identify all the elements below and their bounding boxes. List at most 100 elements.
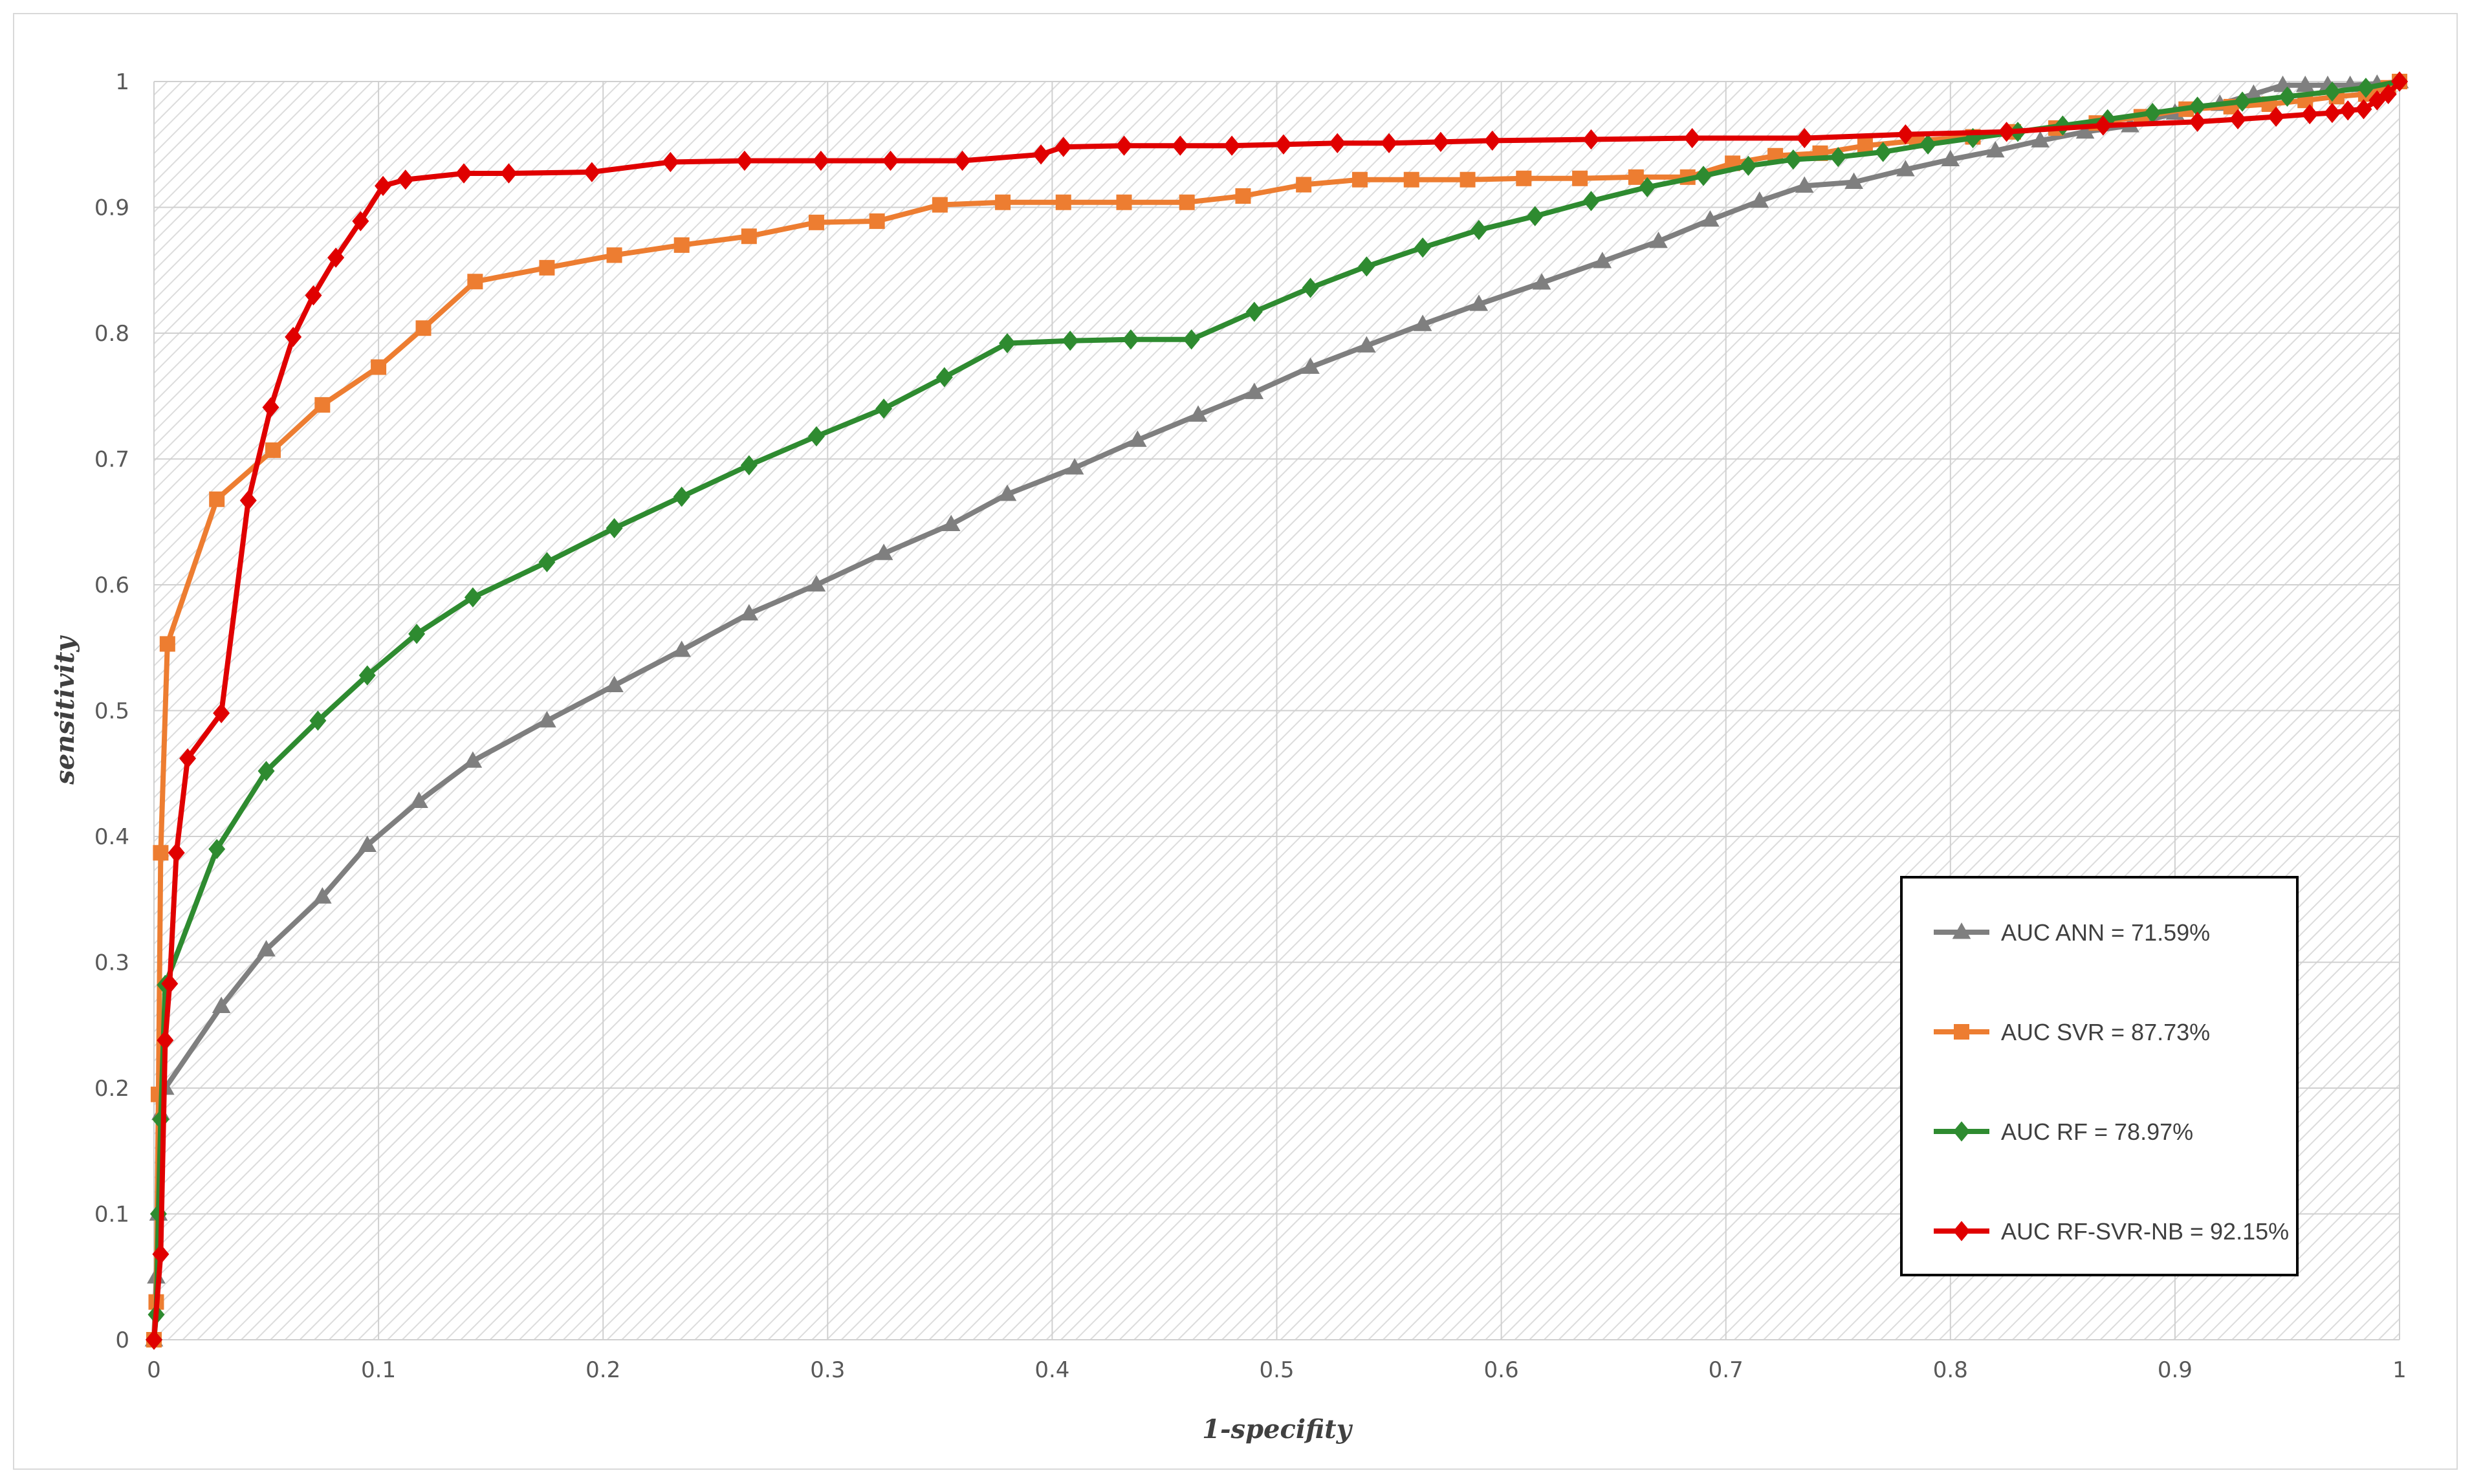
- data-point: [875, 398, 893, 419]
- x-tick-label: 0.1: [361, 1357, 396, 1383]
- data-point: [1062, 331, 1079, 351]
- data-point: [998, 333, 1016, 354]
- data-point: [1055, 136, 1072, 157]
- data-point: [1116, 194, 1132, 210]
- data-point: [371, 359, 387, 375]
- data-point: [2391, 71, 2408, 92]
- x-tick-label: 0.4: [1034, 1357, 1069, 1383]
- data-point: [2189, 111, 2206, 132]
- data-point: [1740, 155, 1757, 176]
- data-point: [146, 1329, 162, 1350]
- data-point: [606, 518, 623, 539]
- data-point: [1874, 142, 1892, 162]
- data-point: [358, 665, 376, 686]
- data-point: [149, 1203, 167, 1225]
- data-point: [463, 751, 483, 768]
- data-point: [2379, 83, 2397, 105]
- data-point: [606, 247, 622, 263]
- x-tick-label: 0.7: [1709, 1357, 1744, 1383]
- y-tick-label: 0: [115, 1327, 129, 1353]
- legend-label: AUC RF-SVR-NB = 92.15%: [2001, 1218, 2289, 1245]
- x-tick-label: 0.5: [1259, 1357, 1294, 1383]
- data-point: [153, 845, 169, 861]
- data-point: [1896, 160, 1915, 177]
- data-point: [1582, 129, 1600, 150]
- data-point: [213, 703, 230, 723]
- series-layer: [144, 71, 2409, 1350]
- data-point: [1301, 357, 1320, 374]
- data-point: [285, 327, 302, 347]
- data-point: [2075, 122, 2095, 139]
- data-point: [740, 455, 758, 475]
- legend-item: AUC SVR = 87.73%: [1934, 1019, 2210, 1045]
- data-point: [1358, 256, 1375, 277]
- data-point: [179, 748, 197, 769]
- data-point: [1796, 127, 1813, 149]
- data-point: [1413, 314, 1432, 331]
- data-point: [1954, 1024, 1969, 1040]
- data-point: [2301, 104, 2319, 125]
- data-point: [1179, 194, 1195, 210]
- data-point: [262, 397, 279, 418]
- data-point: [2234, 91, 2251, 112]
- data-point: [212, 996, 231, 1013]
- y-tick-label: 0.1: [94, 1202, 129, 1228]
- data-point: [998, 485, 1017, 501]
- data-point: [882, 150, 899, 171]
- data-point: [1701, 210, 1720, 227]
- data-point: [807, 575, 826, 592]
- x-tick-label: 0.3: [810, 1357, 845, 1383]
- data-point: [152, 1244, 170, 1265]
- data-point: [673, 486, 690, 507]
- data-point: [605, 675, 624, 692]
- data-point: [2279, 86, 2296, 107]
- data-point: [2144, 103, 2161, 124]
- x-tick-label: 0.2: [585, 1357, 620, 1383]
- data-point: [1055, 194, 1071, 210]
- data-point: [808, 214, 824, 230]
- data-point: [1432, 131, 1449, 152]
- data-point: [1460, 171, 1476, 188]
- y-tick-label: 0.6: [94, 573, 129, 598]
- data-point: [152, 1109, 170, 1130]
- data-point: [739, 604, 759, 621]
- data-point: [464, 587, 481, 608]
- data-point: [209, 491, 225, 507]
- tick-labels: 0 0.1 0.2 0.3 0.4 0.5 0.6 0.7 0.8 0.9 1 0 0.1 0.2 0.3 0…: [94, 69, 2407, 1383]
- data-point: [1188, 405, 1208, 422]
- data-point: [1274, 134, 1292, 155]
- y-axis-title: sensitivity: [50, 635, 80, 785]
- data-point: [1115, 135, 1133, 156]
- data-point: [208, 838, 226, 860]
- data-point: [1329, 133, 1346, 153]
- legend-label: AUC ANN = 71.59%: [2001, 919, 2210, 946]
- data-point: [1470, 219, 1487, 241]
- data-point: [1469, 294, 1489, 311]
- data-point: [1516, 170, 1532, 186]
- data-point: [467, 274, 483, 290]
- data-point: [1953, 1221, 1970, 1241]
- data-point: [1223, 135, 1241, 156]
- x-tick-label: 1: [2392, 1357, 2407, 1383]
- data-point: [995, 194, 1011, 210]
- data-point: [812, 150, 829, 171]
- roc-chart: 0 0.1 0.2 0.3 0.4 0.5 0.6 0.7 0.8 0.9 1 0 0.1 0.2 0.3 0…: [50, 69, 2409, 1445]
- data-point: [314, 397, 331, 413]
- legend-label: AUC SVR = 87.73%: [2001, 1019, 2210, 1045]
- data-point: [1033, 144, 1050, 165]
- data-point: [1830, 147, 1847, 168]
- y-tick-label: 0.5: [94, 699, 129, 725]
- data-point: [1985, 141, 2005, 158]
- data-point: [1381, 133, 1398, 153]
- data-point: [375, 175, 392, 197]
- data-point: [397, 169, 414, 190]
- data-point: [1582, 191, 1600, 212]
- y-tick-label: 0.9: [94, 195, 129, 221]
- data-point: [2268, 106, 2285, 127]
- data-point: [941, 514, 961, 532]
- data-point: [673, 237, 690, 253]
- data-point: [538, 552, 556, 573]
- data-point: [1953, 1121, 1970, 1142]
- data-point: [352, 211, 369, 232]
- data-point: [1572, 170, 1588, 186]
